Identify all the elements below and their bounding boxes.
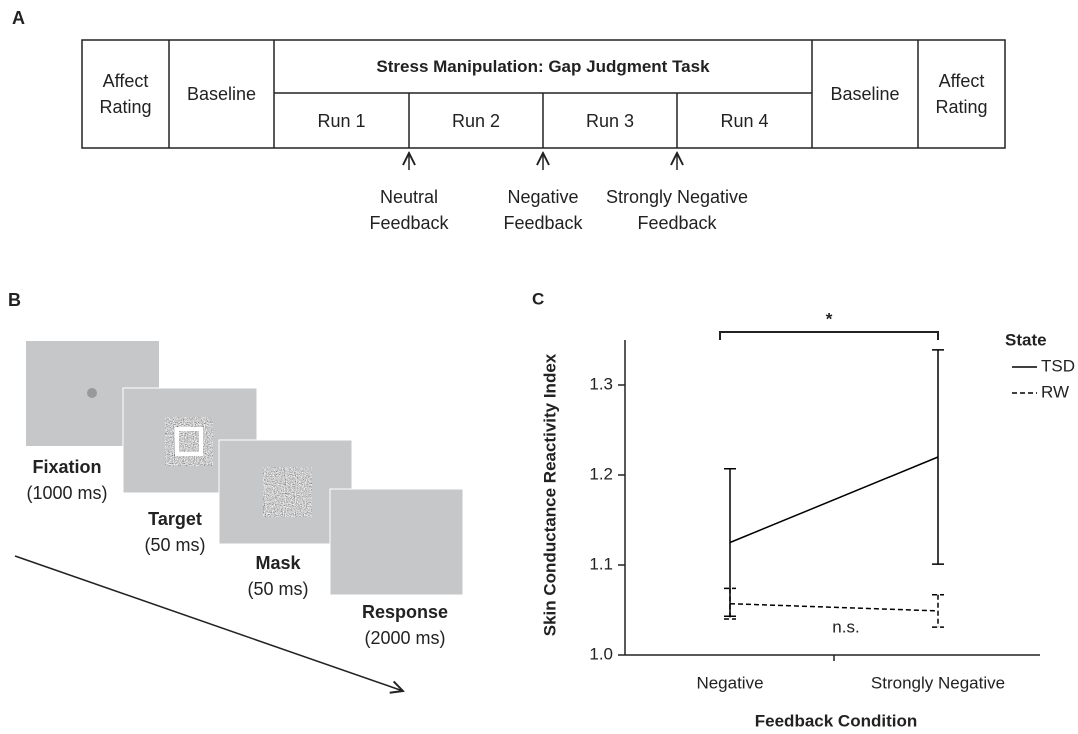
x-tick-label: Negative bbox=[696, 673, 763, 692]
x-axis-title: Feedback Condition bbox=[755, 711, 917, 730]
series-line bbox=[730, 604, 938, 611]
series-line bbox=[730, 457, 938, 543]
error-bar bbox=[724, 469, 736, 617]
error-bar bbox=[932, 350, 944, 564]
legend-label: RW bbox=[1041, 382, 1069, 401]
legend-title: State bbox=[1005, 330, 1047, 349]
figure: A Affect Rating Baseline Stress Manipula… bbox=[0, 0, 1078, 734]
y-tick-label: 1.3 bbox=[589, 374, 613, 393]
annotation: n.s. bbox=[832, 617, 859, 636]
y-tick-label: 1.0 bbox=[589, 644, 613, 663]
significance-bracket bbox=[720, 332, 938, 340]
y-tick-label: 1.1 bbox=[589, 554, 613, 573]
panel-label: C bbox=[532, 289, 544, 308]
legend-label: TSD bbox=[1041, 356, 1075, 375]
y-tick-label: 1.2 bbox=[589, 464, 613, 483]
annotation: * bbox=[826, 309, 833, 328]
x-tick-label: Strongly Negative bbox=[871, 673, 1005, 692]
chart: C 1.0 1.1 1.2 1.3 Negative Strongly Negative Fe… bbox=[0, 0, 1078, 734]
y-axis-title: Skin Conductance Reactivity Index bbox=[540, 353, 559, 636]
